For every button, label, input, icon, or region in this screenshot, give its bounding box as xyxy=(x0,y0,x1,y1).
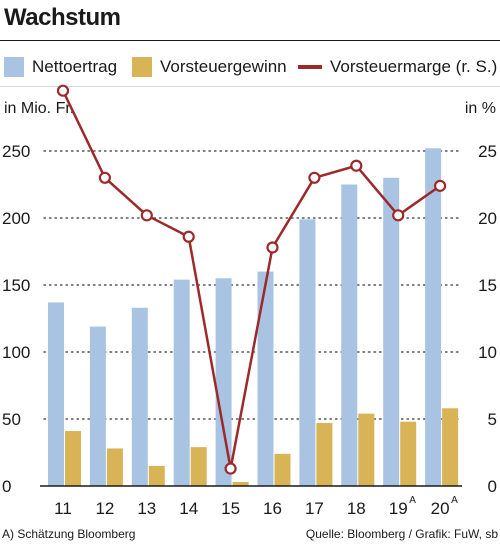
bar-nettoertrag-14 xyxy=(173,279,190,486)
margin-point-16 xyxy=(266,241,279,254)
category-superscript-19: A xyxy=(409,495,416,506)
category-label-16: 16 xyxy=(263,499,282,518)
left-tick-200: 200 xyxy=(2,209,30,228)
source-credit: Quelle: Bloomberg / Grafik: FuW, sb xyxy=(305,527,498,541)
bar-vorsteuergewinn-16 xyxy=(274,453,291,486)
category-label-15: 15 xyxy=(221,499,240,518)
left-tick-0: 0 xyxy=(2,477,11,496)
legend-label-vorsteuermarge: Vorsteuermarge (r. S.) xyxy=(330,57,498,76)
margin-point-12 xyxy=(98,171,112,184)
left-tick-150: 150 xyxy=(2,276,30,295)
bar-vorsteuergewinn-14 xyxy=(190,447,207,486)
right-axis-unit: in % xyxy=(464,100,496,117)
category-label-11: 11 xyxy=(54,499,72,518)
left-tick-50: 50 xyxy=(2,410,21,429)
legend-label-vorsteuergewinn: Vorsteuergewinn xyxy=(160,57,287,76)
bar-nettoertrag-18 xyxy=(341,184,358,486)
right-tick-0: 0 xyxy=(488,477,497,496)
footnote: A) Schätzung Bloomberg xyxy=(2,527,136,541)
bar-nettoertrag-15 xyxy=(215,278,232,486)
category-superscript-20: A xyxy=(451,495,458,506)
bar-nettoertrag-20 xyxy=(425,148,442,486)
chart-title: Wachstum xyxy=(4,4,121,31)
legend-swatch-nettoertrag xyxy=(4,57,24,77)
bar-nettoertrag-13 xyxy=(131,307,148,486)
right-tick-15: 15 xyxy=(478,276,497,295)
category-label-19: 19 xyxy=(389,499,408,518)
bar-vorsteuergewinn-20 xyxy=(442,408,459,486)
right-tick-5: 5 xyxy=(488,410,497,429)
bar-nettoertrag-16 xyxy=(257,271,274,486)
left-tick-100: 100 xyxy=(2,343,30,362)
margin-point-14 xyxy=(182,230,195,243)
category-label-17: 17 xyxy=(305,499,324,518)
right-tick-20: 20 xyxy=(478,209,497,228)
bar-nettoertrag-11 xyxy=(48,302,64,486)
category-label-13: 13 xyxy=(137,499,156,518)
margin-line xyxy=(56,84,447,475)
bar-nettoertrag-12 xyxy=(89,326,106,486)
bar-vorsteuergewinn-17 xyxy=(316,423,333,486)
category-label-18: 18 xyxy=(347,499,366,518)
margin-point-15 xyxy=(224,462,237,475)
margin-point-13 xyxy=(140,209,153,222)
margin-point-11 xyxy=(56,84,70,97)
bar-vorsteuergewinn-13 xyxy=(148,465,165,486)
category-label-20: 20 xyxy=(431,499,450,518)
right-tick-25: 25 xyxy=(478,142,497,161)
bar-vorsteuergewinn-11 xyxy=(65,431,81,486)
bars xyxy=(48,148,459,487)
bar-vorsteuergewinn-12 xyxy=(106,448,123,486)
legend-swatch-vorsteuermarge xyxy=(298,65,322,69)
legend-item-vorsteuermarge: Vorsteuermarge (r. S.) xyxy=(298,56,497,78)
axes: 0 0 50 5 100 10 150 15 200 20 250 25 11 12 13 14 15 16 17 1… xyxy=(2,142,497,518)
legend-swatch-vorsteuergewinn xyxy=(132,57,152,77)
margin-point-18 xyxy=(350,159,363,172)
bar-vorsteuergewinn-18 xyxy=(358,413,375,486)
left-tick-250: 250 xyxy=(2,142,30,161)
category-label-14: 14 xyxy=(179,499,198,518)
margin-polyline xyxy=(61,90,441,470)
category-label-12: 12 xyxy=(95,499,114,518)
legend-item-nettoertrag: Nettoertrag xyxy=(4,56,117,78)
bar-vorsteuergewinn-19 xyxy=(400,421,417,486)
title-rule xyxy=(0,40,500,41)
bar-nettoertrag-17 xyxy=(299,219,316,486)
left-axis-unit: in Mio. Fr. xyxy=(4,100,75,117)
legend-item-vorsteuergewinn: Vorsteuergewinn xyxy=(132,56,287,78)
bar-vorsteuergewinn-15 xyxy=(232,481,249,486)
legend-divider xyxy=(0,86,500,87)
margin-point-20 xyxy=(434,179,447,192)
margin-point-19 xyxy=(392,209,405,222)
right-tick-10: 10 xyxy=(478,343,497,362)
bar-nettoertrag-19 xyxy=(383,177,400,487)
legend-label-nettoertrag: Nettoertrag xyxy=(32,57,118,76)
margin-point-17 xyxy=(308,171,321,184)
